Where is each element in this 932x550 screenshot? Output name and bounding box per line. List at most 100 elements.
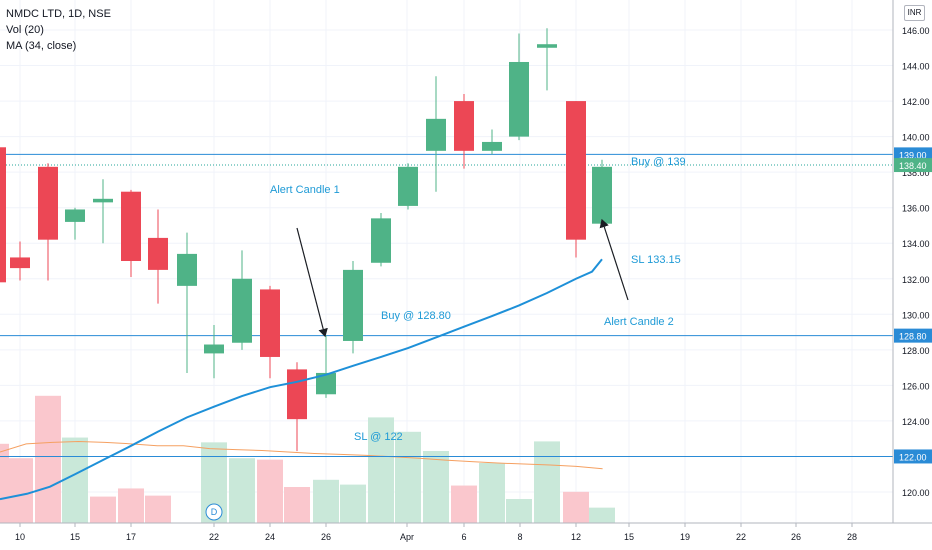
candle-body: [316, 372, 336, 395]
candle: [93, 179, 113, 244]
volume-bar: [62, 437, 88, 523]
price-tick-label: 130.00: [902, 310, 930, 320]
time-tick-label: 8: [517, 532, 522, 542]
candle-body: [482, 141, 502, 151]
grid: [0, 0, 893, 523]
price-tick-label: 124.00: [902, 417, 930, 427]
candle: [232, 250, 252, 350]
candle: [509, 33, 529, 141]
candle: [10, 241, 30, 281]
volume-bar: [257, 459, 283, 523]
price-axis: 120.00 122.00 124.00 126.00 128.00 130.00 132.…: [892, 0, 932, 523]
candle: [426, 76, 446, 192]
alert-1-arrow: [296, 227, 328, 338]
chart-legend: NMDC LTD, 1D, NSE Vol (20) MA (34, close…: [6, 6, 111, 54]
sl-133-label: SL 133.15: [631, 254, 681, 266]
candle-body: [343, 269, 363, 341]
volume-bar: [145, 495, 171, 523]
candle-body: [592, 166, 612, 224]
volume-bar: [340, 484, 366, 523]
volume-bar: [395, 431, 421, 523]
current-price-tag: [894, 158, 932, 173]
price-tick-label: 144.00: [902, 62, 930, 72]
candles: [0, 28, 612, 452]
candle-body: [537, 44, 557, 48]
candle-body: [204, 344, 224, 354]
time-tick-label: 19: [680, 532, 690, 542]
candle-body: [93, 198, 113, 203]
price-tick-label: 142.00: [902, 97, 930, 107]
volume-bar: [534, 441, 560, 523]
level-price-label: 128.80: [899, 332, 927, 342]
candle: [482, 129, 502, 155]
candle: [38, 163, 58, 281]
price-tick-label: 138.00: [902, 168, 930, 178]
candle-body: [121, 191, 141, 261]
alert-candle-2-label: Alert Candle 2: [604, 316, 674, 328]
dividend-marker-icon: [205, 503, 223, 521]
time-tick-label: 28: [847, 532, 857, 542]
volume-bar: [35, 395, 61, 523]
volume-bar: [313, 479, 339, 523]
candle-body: [177, 253, 197, 286]
alert-candle-1-label: Alert Candle 1: [270, 184, 340, 196]
buy-139-label: Buy @ 139: [631, 156, 686, 168]
ma-path: [0, 258, 603, 501]
candle: [454, 93, 474, 169]
time-tick-label: 12: [571, 532, 581, 542]
legend-ma[interactable]: MA (34, close): [6, 40, 77, 52]
volume-bars: [0, 395, 615, 523]
time-tick-label: 15: [70, 532, 80, 542]
horizontal-lines: [0, 153, 893, 457]
volume-bar: [90, 496, 116, 523]
time-tick-label: Apr: [400, 532, 414, 542]
price-tick-label: 134.00: [902, 239, 930, 249]
time-tick-label: 15: [624, 532, 634, 542]
candle-body: [65, 209, 85, 222]
alert-2-arrow: [599, 218, 629, 301]
candle-body: [454, 101, 474, 151]
volume-bar: [0, 443, 9, 523]
price-tick-label: 120.00: [902, 488, 930, 498]
candle-body: [371, 218, 391, 263]
time-tick-label: 22: [209, 532, 219, 542]
currency-badge[interactable]: INR: [904, 5, 925, 21]
buy-128-label: Buy @ 128.80: [381, 310, 451, 322]
sl-122-label: SL @ 122: [354, 431, 403, 443]
time-tick-label: 17: [126, 532, 136, 542]
candle: [177, 232, 197, 373]
volume-bar: [423, 451, 449, 523]
candle: [204, 324, 224, 379]
candle-body: [398, 166, 418, 206]
candle: [121, 189, 141, 277]
annotations: Alert Candle 1 Buy @ 128.80 SL @ 122 Buy @ …: [205, 156, 686, 521]
time-tick-label: 22: [736, 532, 746, 542]
time-tick-label: 6: [461, 532, 466, 542]
level-price-label: 139.00: [899, 150, 927, 160]
price-tick-label: 146.00: [902, 26, 930, 36]
legend-symbol[interactable]: NMDC LTD, 1D, NSE: [6, 8, 111, 20]
candle-body: [148, 237, 168, 270]
candle: [65, 207, 85, 240]
candle: [592, 159, 612, 224]
volume-bar: [563, 491, 589, 523]
time-tick-label: 26: [321, 532, 331, 542]
candle: [316, 335, 336, 398]
candle-body: [232, 278, 252, 343]
volume-ma-line: [0, 440, 603, 470]
candle: [371, 213, 391, 267]
time-axis: 10 15 17 22 24 26 Apr 6 8 12 15 19 22 26 28: [0, 522, 932, 542]
price-tick-label: 140.00: [902, 133, 930, 143]
candle: [537, 28, 557, 91]
candle-body: [38, 166, 58, 240]
volume-ma-path: [0, 440, 603, 470]
time-tick-label: 24: [265, 532, 275, 542]
candle-body: [426, 118, 446, 151]
volume-bar: [284, 487, 310, 523]
volume-bar: [479, 463, 505, 523]
volume-bar: [589, 507, 615, 523]
dividend-marker-label: D: [211, 507, 218, 517]
legend-volume[interactable]: Vol (20): [6, 24, 44, 36]
volume-bar: [229, 458, 255, 523]
